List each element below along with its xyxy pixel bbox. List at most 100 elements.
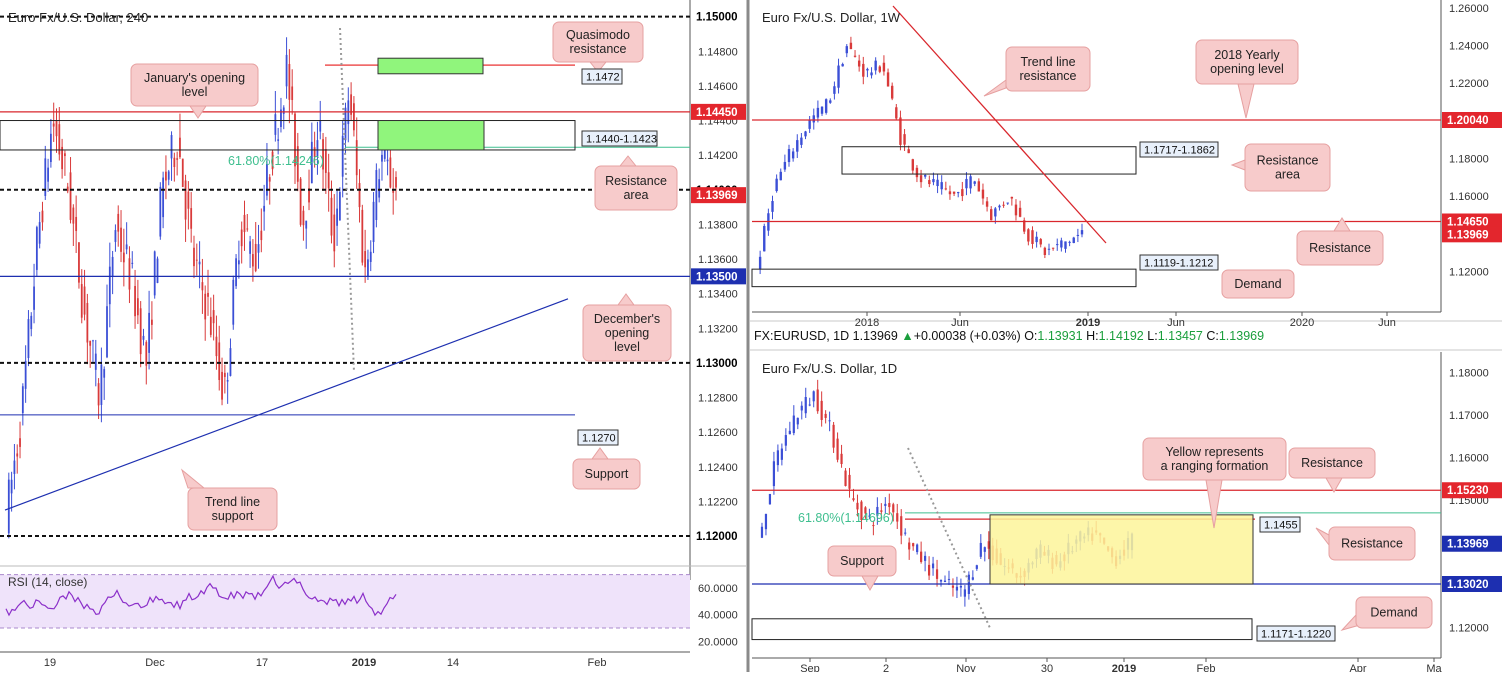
weekly-price-tag-bg — [1442, 213, 1502, 230]
h4-candle-body — [86, 302, 89, 343]
h4-candle-body — [150, 319, 153, 325]
weekly-callout-trendline-text: Trend line — [1020, 55, 1075, 69]
daily-price-tag-bg — [1442, 576, 1502, 592]
h4-candle-body — [369, 251, 372, 262]
daily-candle-body — [872, 525, 875, 527]
h4-candle-body — [249, 241, 252, 254]
daily-candle-body — [924, 555, 927, 561]
daily-xtick-label: Ma — [1426, 663, 1442, 672]
h4-candle-body — [215, 336, 218, 357]
h4-axis-tick: 1.14600 — [698, 81, 738, 93]
rsi-band — [0, 574, 690, 628]
h4-candle-body — [372, 201, 375, 243]
h4-candle-body — [209, 316, 212, 335]
weekly-callout-yearly-text: 2018 Yearly — [1214, 48, 1280, 62]
info-open: 1.13931 — [1037, 329, 1083, 343]
daily-xtick-label: Apr — [1349, 663, 1366, 672]
weekly-candle-body — [763, 225, 766, 252]
h4-candle-body — [254, 243, 257, 271]
h4-candle-body — [41, 210, 44, 223]
weekly-candle-body — [791, 151, 795, 159]
h4-candle-body — [322, 139, 324, 170]
h4-candle-body — [117, 213, 120, 232]
h4-candle-body — [252, 254, 254, 267]
daily-candle-body — [939, 579, 943, 582]
info-high-label: H: — [1086, 329, 1099, 343]
h4-candle-body — [237, 260, 240, 265]
weekly-candle-body — [849, 42, 853, 50]
h4-candle-body — [266, 163, 268, 196]
weekly-candle-body — [981, 189, 985, 199]
h4-candle-body — [176, 158, 179, 160]
weekly-candle-body — [1023, 220, 1026, 232]
weekly-callout-demand: Demand — [1221, 269, 1295, 299]
weekly-candle-body — [804, 131, 807, 137]
h4-callout-january-text: January's opening — [144, 71, 245, 85]
daily-callout-resistance-top: Resistance — [1288, 447, 1376, 494]
h4-candle-body — [33, 286, 35, 310]
h4-callout-resistance-area-text: Resistance — [605, 174, 667, 188]
h4-callout-quasimodo-bubble — [552, 21, 644, 63]
h4-callout-resistance-area-text: area — [623, 188, 648, 202]
weekly-callout-trendline-bubble — [1005, 46, 1091, 92]
h4-callout-trendline-text: support — [212, 509, 254, 523]
daily-axis-tick: 1.16000 — [1449, 453, 1489, 465]
weekly-candle-body — [808, 119, 811, 129]
h4-candle-body — [131, 262, 134, 264]
h4-candle-body — [333, 214, 336, 252]
daily-yellow-range-box — [989, 514, 1254, 585]
weekly-xtick-label: 2019 — [1076, 317, 1100, 329]
daily-candle-body — [884, 503, 887, 506]
h4-callout-january-text: level — [182, 85, 208, 99]
h4-candle-body — [35, 227, 38, 270]
daily-candle-body — [840, 453, 843, 465]
daily-candle-body — [856, 502, 859, 510]
h4-candle-body — [277, 139, 280, 141]
daily-price-tag: 1.13969 — [1447, 539, 1489, 551]
weekly-trendline-resistance — [892, 5, 1107, 244]
weekly-candle-body — [853, 55, 857, 57]
weekly-demand-box — [751, 268, 1137, 288]
h4-price-tag: 1.14450 — [696, 107, 738, 119]
daily-box-1171-1220: 1.1171-1.1220 — [1261, 629, 1331, 641]
h4-price-tag: 1.13000 — [696, 358, 738, 370]
h4-candle-body — [375, 170, 378, 220]
daily-candle-body — [931, 563, 935, 569]
info-last: 1.13969 — [852, 329, 898, 343]
h4-candle-body — [327, 172, 330, 189]
weekly-candle-body — [998, 205, 1001, 208]
h4-candle-body — [257, 244, 260, 253]
info-close-label: C: — [1206, 329, 1219, 343]
weekly-candle-body — [952, 191, 956, 194]
h4-title: Euro Fx/U.S. Dollar, 240 — [8, 10, 148, 25]
weekly-candle-body — [977, 181, 981, 192]
daily-callout-yellow-text: a ranging formation — [1161, 459, 1269, 473]
info-close: 1.13969 — [1218, 329, 1265, 343]
h4-axis-tick: 1.13600 — [698, 254, 738, 266]
weekly-candle-body — [985, 201, 989, 207]
weekly-candle-body — [1076, 234, 1080, 236]
rsi-axis-tick: 40.0000 — [698, 610, 738, 622]
weekly-candle-body — [1002, 204, 1005, 206]
h4-candle-body — [162, 177, 165, 218]
h4-candle-body — [229, 348, 232, 376]
weekly-axis-tick: 1.16000 — [1449, 191, 1489, 203]
daily-candle-body — [943, 580, 947, 583]
weekly-axis-tick: 1.12000 — [1449, 266, 1489, 278]
h4-candle-body — [294, 113, 296, 167]
h4-candle-body — [100, 364, 103, 405]
h4-xtick-label: Dec — [145, 657, 165, 669]
daily-axis-tick: 1.17000 — [1449, 410, 1489, 422]
h4-candle-body — [243, 214, 246, 233]
h4-candle-body — [367, 259, 369, 277]
h4-candle-body — [310, 141, 313, 184]
h4-candle-body — [75, 216, 78, 232]
h4-candle-body — [148, 312, 150, 353]
h4-candle-body — [330, 197, 333, 236]
daily-candle-body — [975, 565, 978, 569]
weekly-candle-body — [1080, 230, 1084, 235]
